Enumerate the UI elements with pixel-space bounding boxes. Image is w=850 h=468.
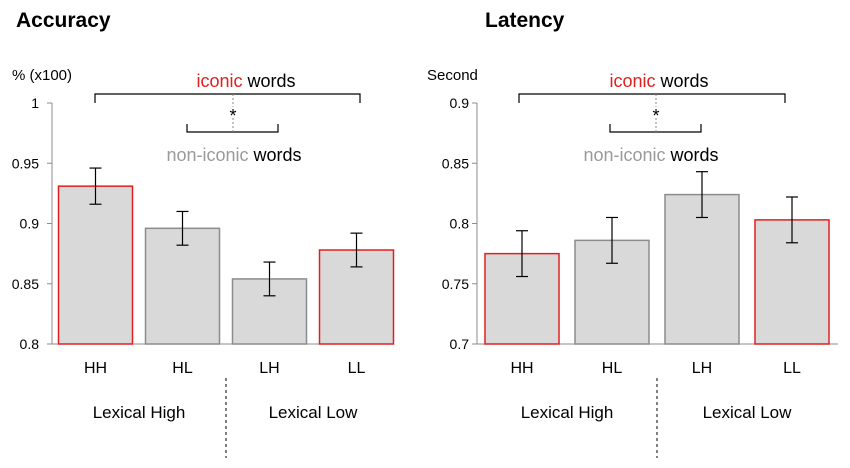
non-iconic-words-label: non-iconic words — [166, 145, 301, 165]
significance-star: * — [229, 106, 236, 126]
y-tick-label: 0.85 — [442, 155, 469, 171]
bar-hh — [57, 185, 134, 345]
y-tick-label: 0.9 — [450, 95, 470, 111]
y-axis-title: Second — [427, 67, 478, 84]
bar-lh — [231, 278, 308, 345]
y-tick-label: 0.95 — [12, 155, 39, 171]
chart-title: Accuracy — [16, 9, 111, 32]
y-tick-label: 0.75 — [442, 276, 469, 292]
chart-title: Latency — [485, 9, 565, 32]
non-iconic-word: non-iconic — [166, 145, 248, 165]
words-word: words — [249, 145, 302, 165]
words-word: words — [656, 71, 709, 91]
significance-star: * — [652, 106, 659, 126]
x-tick-label: HH — [84, 360, 107, 377]
y-tick-label: 0.85 — [12, 276, 39, 292]
y-tick-label: 1 — [31, 95, 39, 111]
bar-ll — [318, 249, 395, 345]
iconic-word: iconic — [196, 71, 242, 91]
group-label-lexical-high: Lexical High — [521, 403, 614, 422]
iconic-word: iconic — [609, 71, 655, 91]
iconic-words-label: iconic words — [196, 71, 295, 91]
words-word: words — [666, 145, 719, 165]
non-iconic-word: non-iconic — [583, 145, 665, 165]
x-tick-label: HL — [172, 360, 193, 377]
group-label-lexical-low: Lexical Low — [703, 403, 793, 422]
x-tick-label: HH — [510, 360, 533, 377]
bracket-iconic — [518, 93, 786, 103]
group-label-lexical-high: Lexical High — [93, 403, 186, 422]
bracket-iconic — [94, 93, 361, 103]
x-tick-label: LH — [692, 360, 712, 377]
x-tick-label: LH — [259, 360, 279, 377]
non-iconic-words-label: non-iconic words — [583, 145, 718, 165]
x-tick-label: HL — [602, 360, 623, 377]
iconic-words-label: iconic words — [609, 71, 708, 91]
chart-panel-accuracy: Accuracy % (x100) 0.8 0.85 0.9 0.95 1 HH HL LH LL L… — [12, 9, 395, 458]
group-label-lexical-low: Lexical Low — [269, 403, 359, 422]
y-tick-label: 0.7 — [450, 336, 470, 352]
y-tick-label: 0.8 — [450, 216, 470, 232]
bar-lh — [664, 193, 740, 345]
y-axis-title: % (x100) — [12, 67, 72, 84]
chart-panel-latency: Latency Second 0.7 0.75 0.8 0.85 0.9 HH HL LH LL Le… — [427, 9, 838, 458]
words-word: words — [243, 71, 296, 91]
x-tick-label: LL — [783, 360, 801, 377]
x-tick-label: LL — [348, 360, 366, 377]
y-tick-label: 0.9 — [20, 216, 40, 232]
y-tick-label: 0.8 — [20, 336, 40, 352]
